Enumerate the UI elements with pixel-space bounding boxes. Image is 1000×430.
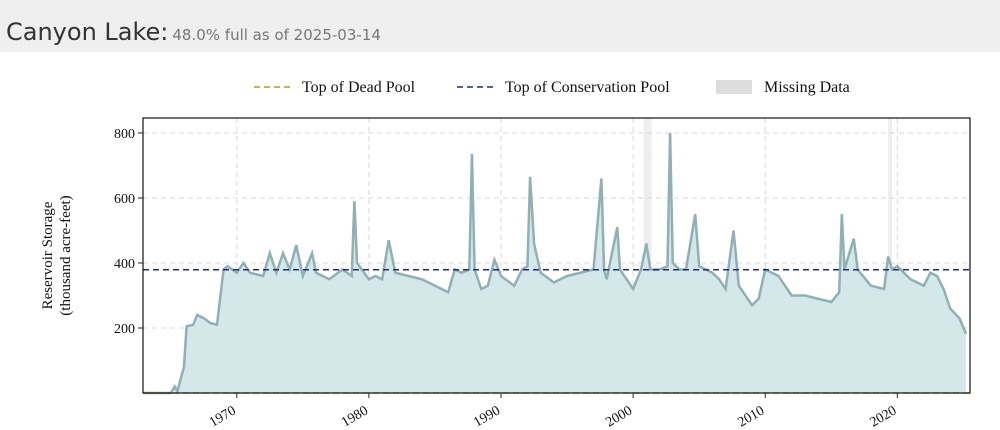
legend-label: Missing Data <box>764 79 850 96</box>
x-tick-label: 2010 <box>735 403 767 430</box>
legend-label: Top of Dead Pool <box>302 79 416 96</box>
x-tick-label: 1980 <box>339 403 371 430</box>
y-axis-label: Reservoir Storage <box>40 201 56 309</box>
y-tick-label: 200 <box>114 322 135 337</box>
x-tick-label: 1990 <box>471 403 503 430</box>
chart: 200 400 600 800 1970 1980 1990 2000 2010 2020 Rese… <box>40 79 971 430</box>
title: Canyon Lake: 48.0% full as of 2025-03-14 <box>6 18 381 46</box>
x-tick-label: 2000 <box>603 403 635 430</box>
subtitle: 48.0% full as of 2025-03-14 <box>172 26 381 44</box>
y-tick-label: 600 <box>114 192 135 207</box>
legend-swatch <box>716 80 752 94</box>
plot-frame <box>142 117 971 394</box>
header: Canyon Lake: 48.0% full as of 2025-03-14 <box>0 0 1000 52</box>
x-tick-label: 2020 <box>868 403 900 430</box>
line <box>144 132 968 395</box>
missing-data <box>888 118 893 393</box>
legend-label: Top of Conservation Pool <box>505 79 670 96</box>
y-axis-label: (thousand acre-feet) <box>58 195 74 315</box>
y-tick-label: 800 <box>114 127 135 142</box>
chart-title: Canyon Lake: <box>6 18 169 46</box>
y-tick-label: 400 <box>114 257 135 272</box>
x-tick-label: 1970 <box>207 403 239 430</box>
area <box>144 132 967 393</box>
